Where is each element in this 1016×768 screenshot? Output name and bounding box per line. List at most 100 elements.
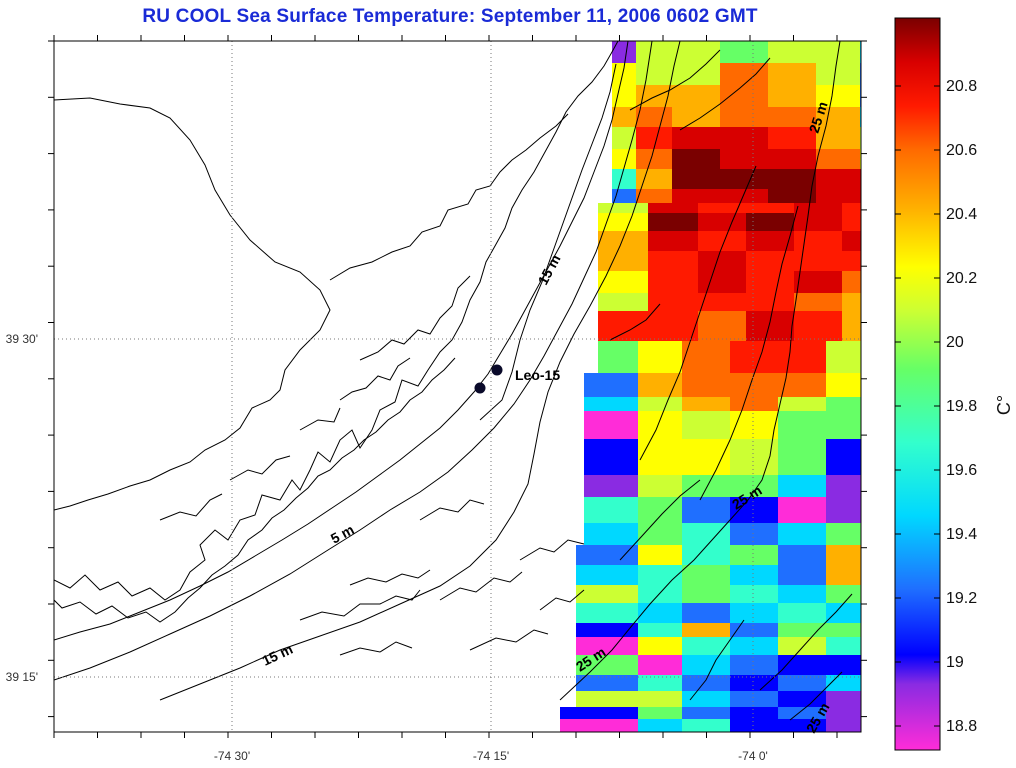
sst-cell — [636, 41, 672, 63]
sst-cell — [730, 497, 778, 523]
sst-cell — [746, 203, 794, 213]
sst-cell — [682, 623, 730, 637]
sst-cell — [778, 475, 826, 497]
sst-cell — [636, 149, 672, 169]
sst-cell — [778, 523, 826, 545]
sst-cell — [682, 637, 730, 655]
sst-cell — [638, 623, 682, 637]
sst-cell — [826, 691, 861, 707]
sst-cell — [842, 213, 861, 231]
sst-cell — [698, 231, 746, 251]
sst-cell — [816, 85, 860, 107]
sst-cell — [816, 189, 860, 203]
sst-cell — [730, 623, 778, 637]
sst-cell — [648, 203, 698, 213]
sst-cell — [698, 213, 746, 231]
sst-cell — [842, 203, 861, 213]
colorbar: 20.8 20.6 20.4 20.2 20 19.8 19.6 19.4 19… — [894, 17, 1014, 751]
sst-cell — [730, 637, 778, 655]
sst-cell — [730, 691, 778, 707]
sst-cell — [778, 675, 826, 691]
sst-cell — [860, 85, 861, 107]
sst-cell — [576, 675, 638, 691]
marsh-coast — [54, 357, 456, 623]
sst-cell — [698, 271, 746, 293]
y-tick-label: 39 30' — [6, 332, 38, 346]
sst-cell — [648, 311, 698, 341]
sst-cell — [682, 411, 730, 439]
sst-cell — [826, 565, 861, 585]
sst-cell — [682, 655, 730, 675]
sst-cell — [730, 397, 778, 411]
sst-cell — [576, 637, 638, 655]
station-marker[interactable] — [491, 364, 503, 376]
colorbar-unit-label: C° — [994, 395, 1014, 415]
sst-cell — [768, 127, 816, 149]
sst-cell — [778, 603, 826, 623]
sst-cell — [560, 707, 638, 719]
sst-cell — [612, 41, 636, 63]
colorbar-tick-label: 20.4 — [946, 206, 977, 223]
map-title: RU COOL Sea Surface Temperature: Septemb… — [142, 6, 758, 27]
sst-cell — [638, 603, 682, 623]
sst-cell — [612, 149, 636, 169]
sst-cell — [612, 85, 636, 107]
sst-cell — [698, 203, 746, 213]
contour-label-15m-south: 15 m — [260, 641, 296, 669]
sst-cell — [730, 439, 778, 475]
sst-cell — [612, 169, 636, 189]
sst-cell — [826, 603, 861, 623]
sst-cell — [768, 63, 816, 85]
colorbar-tick-label: 20.2 — [946, 270, 977, 287]
sst-cell — [598, 341, 638, 373]
sst-grid — [560, 41, 861, 732]
sst-cell — [612, 189, 636, 203]
sst-cell — [730, 719, 778, 732]
sst-cell — [730, 523, 778, 545]
station-marker[interactable] — [474, 382, 486, 394]
sst-cell — [730, 565, 778, 585]
sst-cell — [778, 623, 826, 637]
sst-cell — [826, 497, 861, 523]
sst-cell — [682, 523, 730, 545]
sst-cell — [816, 127, 860, 149]
sst-cell — [560, 719, 638, 732]
sst-cell — [598, 231, 648, 251]
sst-cell — [778, 655, 826, 675]
colorbar-tick-label: 18.8 — [946, 718, 977, 735]
sst-cell — [826, 707, 861, 719]
sst-cell — [648, 231, 698, 251]
colorbar-tick-label: 19.4 — [946, 526, 977, 543]
sst-cell — [730, 585, 778, 603]
sst-cell — [682, 675, 730, 691]
sst-cell — [638, 565, 682, 585]
sst-cell — [860, 169, 861, 189]
sst-cell — [794, 203, 842, 213]
colorbar-gradient — [894, 17, 941, 751]
sst-cell — [826, 545, 861, 565]
sst-cell — [768, 169, 816, 189]
sst-cell — [768, 189, 816, 203]
sst-cell — [816, 169, 860, 189]
sst-cell — [768, 85, 816, 107]
colorbar-tick-label: 20.6 — [946, 142, 977, 159]
sst-cell — [698, 311, 746, 341]
sst-cell — [746, 311, 794, 341]
sst-cell — [682, 475, 730, 497]
sst-cell — [842, 311, 861, 341]
sst-cell — [636, 127, 672, 149]
sst-cell — [720, 85, 768, 107]
sst-cell — [746, 271, 794, 293]
x-tick-label: -74 15' — [473, 749, 509, 763]
sst-cell — [842, 293, 861, 311]
sst-cell — [778, 707, 826, 719]
sst-cell — [638, 439, 682, 475]
sst-cell — [842, 251, 861, 271]
sst-cell — [826, 439, 861, 475]
sst-cell — [672, 41, 720, 63]
sst-cell — [682, 707, 730, 719]
sst-cell — [730, 545, 778, 565]
sst-cell — [720, 149, 768, 169]
sst-cell — [636, 63, 672, 85]
